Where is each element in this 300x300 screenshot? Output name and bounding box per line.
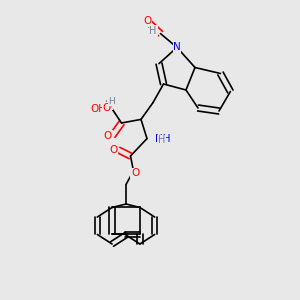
Text: NH: NH [154,134,170,144]
Text: H: H [105,100,112,110]
Text: H: H [149,26,157,36]
Text: OH: OH [91,104,106,115]
Text: O: O [109,145,117,155]
Text: H: H [109,97,115,106]
Text: O: O [104,130,112,141]
Text: N: N [173,42,181,52]
Text: O: O [131,168,139,178]
Text: O: O [102,103,111,113]
Text: H: H [158,135,165,145]
Text: O: O [143,16,151,26]
Text: H: H [150,26,158,36]
Text: O: O [103,130,111,141]
